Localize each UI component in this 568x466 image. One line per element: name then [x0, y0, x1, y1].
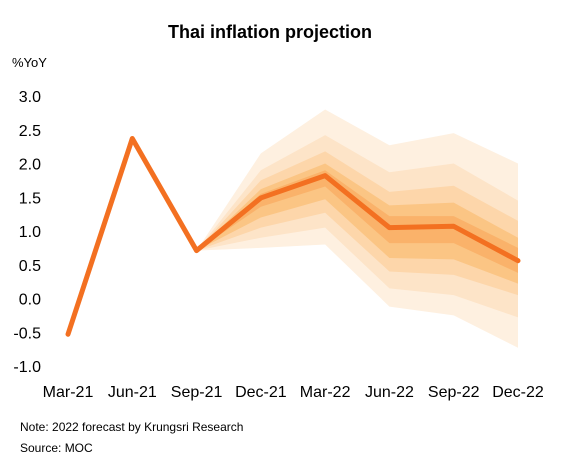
y-tick-label: 0.0 [19, 292, 41, 309]
x-tick-label: Dec-22 [492, 384, 544, 401]
fan-band-5 [196, 170, 519, 273]
y-tick-label: -0.5 [13, 325, 41, 342]
series-lines [65, 136, 521, 337]
y-tick-label: 1.0 [19, 224, 41, 241]
projection-fan-bands [196, 109, 519, 348]
y-tick-label: 1.5 [19, 190, 41, 207]
y-tick-label: 3.0 [19, 89, 41, 106]
x-tick-label: Mar-22 [300, 384, 351, 401]
series-line-1 [65, 136, 521, 337]
footnote-note: Note: 2022 forecast by Krungsri Research [20, 420, 244, 434]
x-tick-label: Dec-21 [235, 384, 287, 401]
x-tick-label: Mar-21 [43, 384, 94, 401]
x-tick-label: Sep-21 [171, 384, 223, 401]
chart-title: Thai inflation projection [168, 22, 372, 42]
y-axis-unit-label: %YoY [12, 55, 47, 70]
y-tick-labels: 3.0 2.5 2.0 1.5 1.0 0.5 0.0 -0.5 -1.0 [13, 89, 41, 376]
footnote-source: Source: MOC [20, 441, 93, 455]
x-tick-label: Sep-22 [428, 384, 480, 401]
y-tick-label: 2.0 [19, 157, 41, 174]
x-tick-label: Jun-21 [108, 384, 157, 401]
y-tick-label: -1.0 [13, 359, 41, 376]
x-tick-labels: Mar-21 Jun-21 Sep-21 Dec-21 Mar-22 Jun-22 Sep-… [43, 384, 544, 401]
y-tick-label: 0.5 [19, 258, 41, 275]
y-tick-label: 2.5 [19, 123, 41, 140]
x-tick-label: Jun-22 [365, 384, 414, 401]
